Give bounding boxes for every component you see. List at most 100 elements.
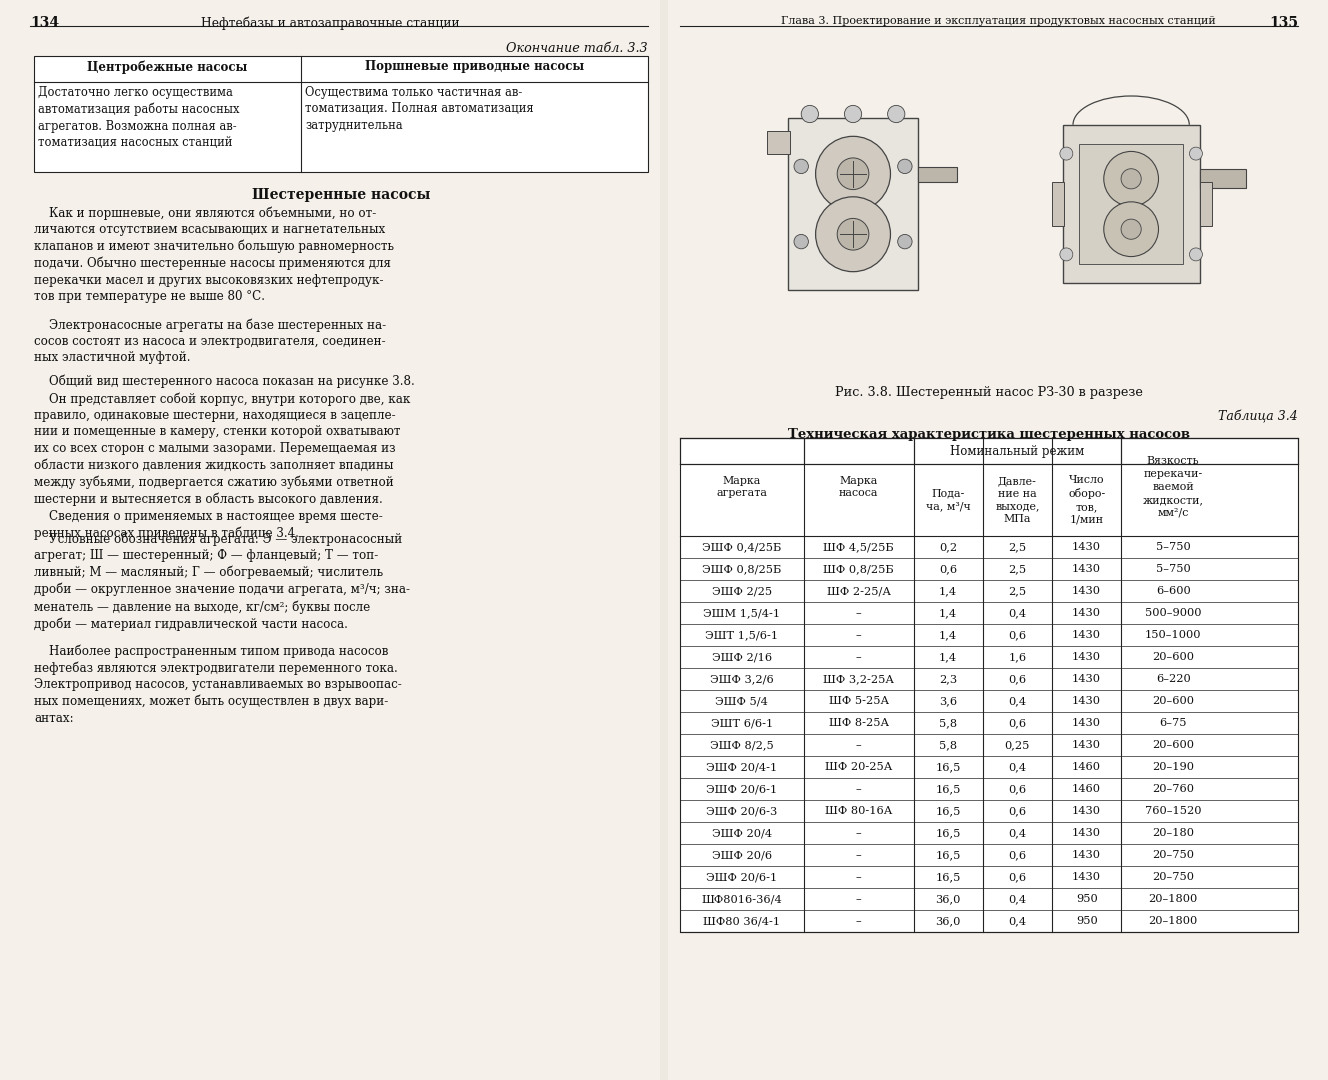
Text: Достаточно легко осуществима
автоматизация работы насосных
агрегатов. Возможна п: Достаточно легко осуществима автоматизац… [39, 86, 239, 149]
Circle shape [1190, 147, 1202, 160]
Text: Общий вид шестеренного насоса показан на рисунке 3.8.: Общий вид шестеренного насоса показан на… [35, 374, 414, 388]
Text: 1430: 1430 [1072, 630, 1101, 640]
Text: Марка
насоса: Марка насоса [839, 475, 878, 498]
Text: 1430: 1430 [1072, 608, 1101, 618]
Text: 1430: 1430 [1072, 872, 1101, 882]
Text: 135: 135 [1270, 16, 1297, 30]
Text: 134: 134 [31, 16, 60, 30]
Text: ЭШТ 6/6-1: ЭШТ 6/6-1 [710, 718, 773, 728]
Text: 5,8: 5,8 [939, 718, 957, 728]
Text: 760–1520: 760–1520 [1145, 806, 1202, 816]
Text: 20–1800: 20–1800 [1149, 894, 1198, 904]
Bar [668, 0, 1328, 1080]
Text: 16,5: 16,5 [935, 828, 961, 838]
Text: 950: 950 [1076, 894, 1097, 904]
Text: ЭШФ 0,8/25Б: ЭШФ 0,8/25Б [703, 564, 781, 573]
Text: 0,4: 0,4 [1008, 608, 1027, 618]
Text: 0,4: 0,4 [1008, 916, 1027, 926]
Circle shape [801, 106, 818, 123]
Text: 1460: 1460 [1072, 762, 1101, 772]
Text: Сведения о применяемых в настоящее время шесте-
ренных насосах приведены в табли: Сведения о применяемых в настоящее время… [35, 510, 382, 540]
Text: 1430: 1430 [1072, 652, 1101, 662]
Text: 950: 950 [1076, 916, 1097, 926]
Text: ШФ80 36/4-1: ШФ80 36/4-1 [704, 916, 781, 926]
Text: ЭШФ 20/4-1: ЭШФ 20/4-1 [706, 762, 777, 772]
Text: 2,3: 2,3 [939, 674, 957, 684]
Text: 0,4: 0,4 [1008, 762, 1027, 772]
Text: 1430: 1430 [1072, 718, 1101, 728]
Circle shape [815, 136, 891, 212]
Bar [789, 118, 918, 291]
Bar [680, 438, 1297, 932]
Text: 36,0: 36,0 [935, 894, 961, 904]
Text: 0,4: 0,4 [1008, 894, 1027, 904]
Text: Нефтебазы и автозаправочные станции: Нефтебазы и автозаправочные станции [201, 16, 459, 29]
Text: ЭШФ 20/4: ЭШФ 20/4 [712, 828, 772, 838]
Text: 5–750: 5–750 [1155, 564, 1190, 573]
Text: 16,5: 16,5 [935, 872, 961, 882]
Bar [0, 0, 660, 1080]
Text: Техническая характеристика шестеренных насосов: Техническая характеристика шестеренных н… [788, 428, 1190, 441]
Text: 500–9000: 500–9000 [1145, 608, 1202, 618]
Text: ШФ 3,2-25А: ШФ 3,2-25А [823, 674, 894, 684]
Text: 6–220: 6–220 [1155, 674, 1190, 684]
Text: ЭШФ 20/6-3: ЭШФ 20/6-3 [706, 806, 777, 816]
Text: 0,4: 0,4 [1008, 696, 1027, 706]
Text: 20–600: 20–600 [1153, 696, 1194, 706]
Text: ЭШТ 1,5/6-1: ЭШТ 1,5/6-1 [705, 630, 778, 640]
Text: 0,6: 0,6 [1008, 806, 1027, 816]
Text: ЭШФ 0,4/25Б: ЭШФ 0,4/25Б [703, 542, 781, 552]
Text: ЭШФ 2/25: ЭШФ 2/25 [712, 586, 772, 596]
Circle shape [1060, 248, 1073, 261]
Text: 6–600: 6–600 [1155, 586, 1190, 596]
Text: Пода-
ча, м³/ч: Пода- ча, м³/ч [926, 488, 971, 512]
Circle shape [898, 159, 912, 174]
Text: –: – [855, 828, 862, 838]
Text: 16,5: 16,5 [935, 762, 961, 772]
Text: 2,5: 2,5 [1008, 564, 1027, 573]
Text: ЭШФ 3,2/6: ЭШФ 3,2/6 [710, 674, 774, 684]
Text: 0,6: 0,6 [1008, 718, 1027, 728]
Text: 20–600: 20–600 [1153, 740, 1194, 750]
Circle shape [1104, 151, 1158, 206]
Text: 150–1000: 150–1000 [1145, 630, 1202, 640]
Text: ЭШФ 5/4: ЭШФ 5/4 [716, 696, 768, 706]
Text: ШФ 5-25А: ШФ 5-25А [829, 696, 888, 706]
Circle shape [837, 218, 869, 251]
Bar [766, 131, 790, 153]
Text: –: – [855, 916, 862, 926]
Circle shape [1104, 202, 1158, 257]
Text: –: – [855, 630, 862, 640]
Text: Вязкость
перекачи-
ваемой
жидкости,
мм²/с: Вязкость перекачи- ваемой жидкости, мм²/… [1142, 457, 1203, 517]
Text: ШФ 4,5/25Б: ШФ 4,5/25Б [823, 542, 894, 552]
Circle shape [794, 159, 809, 174]
Text: 16,5: 16,5 [935, 850, 961, 860]
Text: Шестеренные насосы: Шестеренные насосы [252, 188, 430, 202]
Text: Центробежные насосы: Центробежные насосы [88, 60, 248, 73]
Bar [35, 56, 648, 172]
Text: ШФ8016-36/4: ШФ8016-36/4 [701, 894, 782, 904]
Text: 0,6: 0,6 [1008, 872, 1027, 882]
Circle shape [1121, 168, 1141, 189]
Text: 1430: 1430 [1072, 740, 1101, 750]
Text: 16,5: 16,5 [935, 806, 961, 816]
Bar [1080, 144, 1183, 265]
Text: 5–750: 5–750 [1155, 542, 1190, 552]
Text: 1430: 1430 [1072, 564, 1101, 573]
Circle shape [794, 234, 809, 248]
Text: 20–750: 20–750 [1153, 872, 1194, 882]
Text: Как и поршневые, они являются объемными, но от-
личаются отсутствием всасывающих: Как и поршневые, они являются объемными,… [35, 206, 394, 303]
Text: 1,6: 1,6 [1008, 652, 1027, 662]
Text: 0,6: 0,6 [1008, 674, 1027, 684]
Text: 0,6: 0,6 [1008, 784, 1027, 794]
Text: 20–180: 20–180 [1153, 828, 1194, 838]
Text: 20–1800: 20–1800 [1149, 916, 1198, 926]
Text: Число
оборо-
тов,
1/мин: Число оборо- тов, 1/мин [1068, 475, 1105, 525]
Text: 36,0: 36,0 [935, 916, 961, 926]
Bar [914, 438, 1121, 463]
Circle shape [837, 158, 869, 190]
Text: 0,6: 0,6 [939, 564, 957, 573]
Circle shape [1190, 248, 1202, 261]
Text: ШФ 0,8/25Б: ШФ 0,8/25Б [823, 564, 894, 573]
Text: Осуществима только частичная ав-
томатизация. Полная автоматизация
затруднительн: Осуществима только частичная ав- томатиз… [305, 86, 534, 132]
